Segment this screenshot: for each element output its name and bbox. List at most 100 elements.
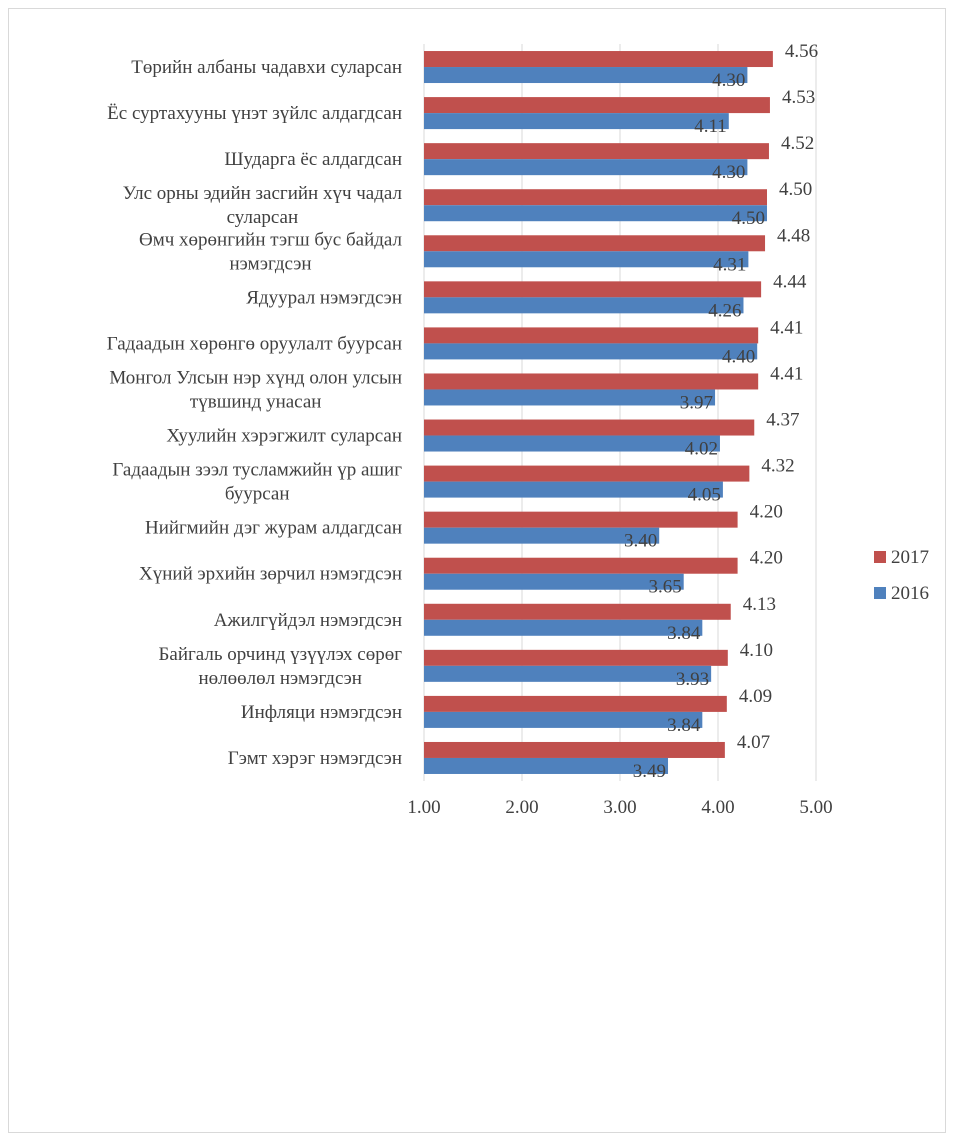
bar-2016 [424,343,758,360]
x-tick-label: 3.00 [603,797,636,818]
data-label-2017: 4.52 [781,133,814,154]
x-tick-label: 5.00 [799,797,832,818]
bar-2016 [424,251,749,268]
bar-2016 [424,389,716,406]
bar-2017 [424,741,725,758]
bar-2017 [424,603,731,620]
category-label: Хуулийн хэрэгжилт суларсан [166,426,402,447]
bar-2017 [424,281,762,298]
bar-2016 [424,67,748,84]
category-label: Ядуурал нэмэгдсэн [246,287,402,308]
category-label: Гадаадын хөрөнгө оруулалт буурсан [107,333,402,354]
bars [424,51,773,774]
category-label: Гадаадын зээл тусламжийн үр ашиг [112,460,402,481]
bar-2017 [424,327,759,344]
category-label: Гэмт хэрэг нэмэгдсэн [228,748,402,769]
bar-2016 [424,573,684,590]
bar-2016 [424,113,729,130]
x-tick-label: 1.00 [407,797,440,818]
legend-swatch-2016 [874,587,886,599]
bar-2017 [424,51,773,68]
category-label: Төрийн албаны чадавхи суларсан [131,57,402,78]
bar-2017 [424,465,750,482]
x-tick-label: 2.00 [505,797,538,818]
legend-swatch-2017 [874,551,886,563]
bar-2016 [424,665,712,682]
data-label-2016: 3.97 [680,392,713,413]
legend: 2017 2016 [874,547,929,604]
category-labels: Төрийн албаны чадавхи суларсан Ёс суртаху… [107,57,403,769]
category-label: Шударга ёс алдагдсан [224,149,402,170]
data-label-2016: 3.84 [667,623,701,644]
bar-2017 [424,419,755,436]
legend-label-2016: 2016 [891,583,929,604]
bar-2017 [424,373,759,390]
category-label: Монгол Улсын нэр хүнд олон улсын [109,367,402,388]
data-label-2017: 4.10 [740,640,773,661]
data-label-2016: 3.49 [633,761,666,782]
data-label-2016: 4.40 [722,346,755,367]
category-label: түвшинд унасан [190,391,322,412]
data-label-2017: 4.53 [782,87,815,108]
bar-2016 [424,481,723,498]
bar-2017 [424,143,769,160]
data-label-2016: 4.26 [708,300,741,321]
bar-2016 [424,619,703,636]
data-label-2017: 4.20 [750,548,783,569]
category-label: Ёс суртахууны үнэт зүйлс алдагдсан [107,103,402,124]
data-label-2016: 3.84 [667,715,701,736]
data-label-2017: 4.48 [777,225,810,246]
category-label: Өмч хөрөнгийн тэгш бус байдал [139,229,403,250]
category-label: нэмэгдсэн [229,253,311,274]
bar-2017 [424,189,767,206]
chart-frame: 4.56 4.30 4.53 4.11 4.52 4.30 4.50 4.50 4.48 4.31… [8,8,946,1133]
data-label-2017: 4.44 [773,271,807,292]
x-axis-ticks: 1.00 2.00 3.00 4.00 5.00 [407,797,832,818]
category-label: Улс орны эдийн засгийн хүч чадал [123,183,403,204]
bar-2016 [424,711,703,728]
data-label-2017: 4.09 [739,686,772,707]
bar-2016 [424,757,669,774]
bar-2017 [424,511,738,528]
bar-2017 [424,649,728,666]
data-label-2017: 4.37 [766,410,799,431]
data-label-2016: 3.93 [676,669,709,690]
data-label-2017: 4.41 [770,363,803,384]
data-label-2017: 4.50 [779,179,812,200]
data-labels: 4.56 4.30 4.53 4.11 4.52 4.30 4.50 4.50 4.48 4.31… [624,41,818,782]
bar-2016 [424,205,767,222]
data-label-2017: 4.20 [750,502,783,523]
category-label: нөлөөлөл нэмэгдсэн [199,668,362,689]
data-label-2017: 4.07 [737,732,770,753]
data-label-2016: 3.65 [648,577,681,598]
legend-label-2017: 2017 [891,547,929,568]
bar-2016 [424,159,748,176]
category-label: Хүний эрхийн зөрчил нэмэгдсэн [139,564,402,585]
category-label: Ажилгүйдэл нэмэгдсэн [214,610,402,631]
category-label: Байгаль орчинд үзүүлэх сөрөг [158,644,402,665]
data-label-2017: 4.56 [785,41,818,62]
bar-2017 [424,97,770,114]
data-label-2017: 4.32 [761,456,794,477]
category-label: Нийгмийн дэг журам алдагдсан [145,518,402,539]
data-label-2017: 4.41 [770,317,803,338]
category-label: суларсан [227,207,299,228]
data-label-2016: 4.31 [713,254,746,275]
data-label-2016: 4.02 [685,439,718,460]
x-tick-label: 4.00 [701,797,734,818]
bar-2016 [424,297,744,314]
bar-2017 [424,235,766,252]
bar-2016 [424,435,720,452]
bar-2017 [424,695,727,712]
bar-chart: 4.56 4.30 4.53 4.11 4.52 4.30 4.50 4.50 4.48 4.31… [107,41,929,818]
category-label: Инфляци нэмэгдсэн [241,702,402,723]
data-label-2016: 4.30 [712,70,745,91]
data-label-2016: 4.30 [712,162,745,183]
bar-2017 [424,557,738,574]
data-label-2016: 4.05 [688,485,721,506]
data-label-2016: 4.50 [732,208,765,229]
category-label: буурсан [225,484,290,505]
bar-2016 [424,527,660,544]
data-label-2016: 3.40 [624,531,657,552]
data-label-2017: 4.13 [743,594,776,615]
